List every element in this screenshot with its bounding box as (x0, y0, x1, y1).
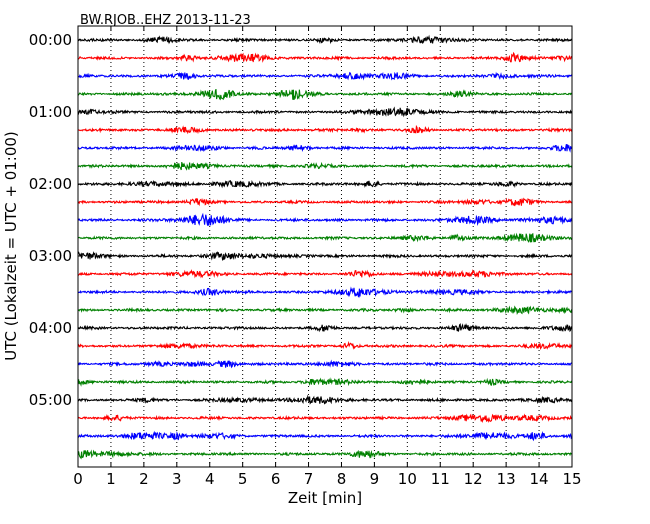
y-axis-ticks: 00:00 01:00 02:00 03:00 04:00 05:00 (29, 31, 572, 409)
x-tick-label: 5 (238, 470, 248, 488)
seismic-trace (77, 34, 572, 45)
seismic-trace (77, 323, 573, 333)
seismic-trace (77, 413, 573, 424)
seismic-trace (77, 269, 573, 279)
x-tick-label: 9 (370, 470, 380, 488)
seismic-trace (77, 71, 573, 81)
y-axis-label: UTC (Lokalzeit = UTC + 01:00) (2, 131, 20, 361)
seismic-trace (77, 430, 573, 442)
x-tick-label: 8 (337, 470, 347, 488)
seismic-trace (77, 51, 572, 63)
seismic-trace (77, 88, 573, 101)
seismic-trace (77, 232, 573, 243)
seismic-trace (77, 340, 573, 351)
y-tick-label: 02:00 (29, 175, 72, 193)
x-tick-label: 2 (139, 470, 149, 488)
seismic-trace (77, 305, 573, 315)
y-tick-label: 05:00 (29, 391, 72, 409)
seismic-trace (77, 197, 572, 207)
seismic-traces (77, 34, 573, 460)
seismic-trace (77, 124, 573, 135)
seismic-trace (77, 286, 573, 299)
y-tick-label: 03:00 (29, 247, 72, 265)
y-tick-label: 04:00 (29, 319, 72, 337)
x-tick-label: 15 (562, 470, 581, 488)
plot-area (78, 26, 572, 467)
seismic-trace (77, 449, 573, 460)
x-tick-label: 1 (106, 470, 116, 488)
x-tick-label: 0 (73, 470, 83, 488)
x-tick-label: 7 (304, 470, 314, 488)
seismic-trace (77, 359, 573, 369)
seismic-trace (77, 106, 573, 118)
seismic-trace (77, 394, 573, 405)
seismic-trace (77, 251, 573, 261)
x-tick-label: 13 (497, 470, 516, 488)
x-tick-label: 6 (271, 470, 281, 488)
plot-frame (77, 25, 573, 468)
x-tick-label: 11 (431, 470, 450, 488)
seismic-trace (77, 377, 573, 387)
y-tick-label: 00:00 (29, 31, 72, 49)
y-tick-label: 01:00 (29, 103, 72, 121)
chart-title: BW.RJOB..EHZ 2013-11-23 (80, 13, 251, 28)
x-tick-label: 14 (530, 470, 549, 488)
x-tick-label: 10 (398, 470, 417, 488)
seismic-trace (77, 161, 573, 171)
x-tick-label: 4 (205, 470, 215, 488)
seismic-trace (77, 144, 573, 153)
seismic-trace (77, 212, 573, 227)
x-tick-label: 12 (464, 470, 483, 488)
x-tick-label: 3 (172, 470, 182, 488)
x-axis-ticks: 0 1 2 3 4 5 6 7 8 9 10 11 12 13 14 15 (73, 26, 582, 488)
grid-lines (110, 26, 540, 467)
seismic-trace (77, 179, 573, 189)
x-axis-label: Zeit [min] (288, 489, 362, 507)
